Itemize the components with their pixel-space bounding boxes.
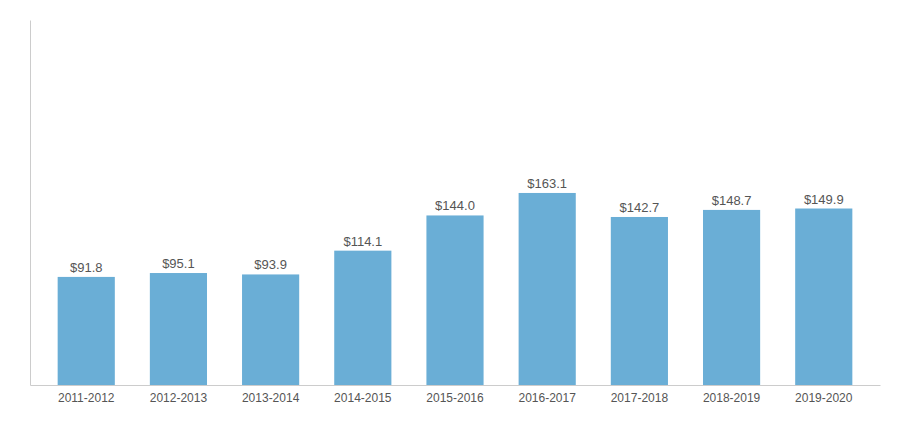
data-label: $95.1	[162, 256, 195, 271]
x-tick: 2012-2013	[150, 385, 208, 405]
x-tick: 2017-2018	[611, 385, 669, 405]
x-tick-label: 2014-2015	[334, 391, 392, 405]
data-labels: $91.8 $95.1 $93.9 $114.1 $144.0 $163.1 $142.7 $…	[70, 176, 844, 275]
data-label: $144.0	[435, 198, 475, 213]
bar	[58, 277, 115, 385]
bars	[58, 193, 853, 385]
y-axis-line	[30, 21, 31, 386]
bar	[150, 273, 207, 385]
bar	[426, 215, 483, 385]
x-tick: 2018-2019	[703, 385, 761, 405]
y-axis	[30, 21, 31, 386]
x-tick: 2014-2015	[334, 385, 392, 405]
data-label: $148.7	[712, 193, 752, 208]
chart-svg: 2011-2012 2012-2013 2013-2014 2014-2015 2015…	[0, 0, 900, 425]
x-tick-label: 2012-2013	[150, 391, 208, 405]
x-tick-label: 2017-2018	[611, 391, 669, 405]
x-tick: 2015-2016	[426, 385, 484, 405]
data-label: $149.9	[804, 192, 844, 207]
bar	[795, 209, 852, 385]
x-tick: 2011-2012	[58, 385, 115, 405]
bar	[519, 193, 576, 385]
x-tick: 2019-2020	[795, 385, 853, 405]
x-tick-label: 2011-2012	[58, 391, 115, 405]
data-label: $163.1	[527, 176, 567, 191]
x-axis-line	[31, 385, 881, 386]
x-axis: 2011-2012 2012-2013 2013-2014 2014-2015 2015…	[31, 385, 881, 405]
data-label: $142.7	[619, 200, 659, 215]
bar	[242, 274, 299, 385]
x-tick: 2013-2014	[242, 385, 300, 405]
bar	[703, 210, 760, 385]
plot-area: 2011-2012 2012-2013 2013-2014 2014-2015 2015…	[31, 21, 881, 405]
x-tick-label: 2013-2014	[242, 391, 300, 405]
data-label: $91.8	[70, 260, 103, 275]
data-label: $114.1	[343, 234, 382, 249]
bar	[611, 217, 668, 385]
bar	[334, 251, 391, 385]
data-label: $93.9	[254, 257, 287, 272]
x-tick-label: 2016-2017	[518, 391, 576, 405]
chart-container: 2011-2012 2012-2013 2013-2014 2014-2015 2015…	[0, 0, 900, 425]
x-tick-label: 2015-2016	[426, 391, 484, 405]
x-tick-label: 2018-2019	[703, 391, 761, 405]
x-tick: 2016-2017	[518, 385, 576, 405]
x-tick-label: 2019-2020	[795, 391, 853, 405]
